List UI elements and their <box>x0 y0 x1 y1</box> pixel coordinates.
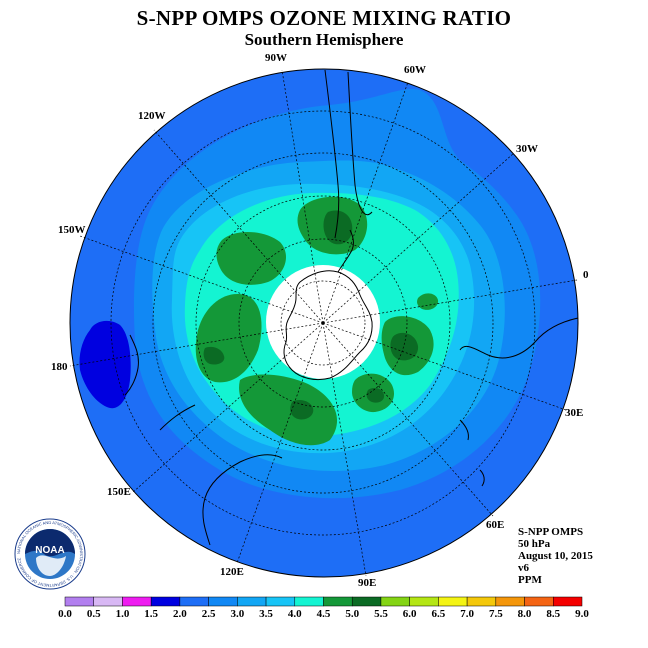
ozone-contour-field <box>70 69 578 577</box>
lon-label-150w: 150W <box>58 224 86 236</box>
coastlines <box>124 69 579 546</box>
meridian-lines <box>69 69 578 577</box>
map-subtitle: Southern Hemisphere <box>244 30 404 49</box>
lon-label-150e: 150E <box>107 486 131 498</box>
australia-coast <box>159 404 283 546</box>
ozone-band-5.0-5.5-core5 <box>203 346 225 365</box>
ozone-band-4.5-5.0-pacific <box>216 231 287 285</box>
info-version: v6 <box>518 562 529 574</box>
lon-label-180: 180 <box>51 361 68 373</box>
info-pressure-level: 50 hPa <box>518 538 551 550</box>
lon-label-30w: 30W <box>516 143 538 155</box>
south-america-coast <box>324 69 373 239</box>
ozone-band-5.0-5.5-core3 <box>290 400 314 420</box>
indian-ocean-islands <box>459 419 485 487</box>
lon-label-30e: 30E <box>565 407 583 419</box>
map-border <box>69 68 579 578</box>
lon-label-120e: 120E <box>220 566 244 578</box>
lon-label-90e: 90E <box>358 577 376 589</box>
latitude-circles <box>110 110 536 536</box>
lon-label-60w: 60W <box>404 64 426 76</box>
antarctica-coast <box>283 270 373 381</box>
noaa-logo-text: NOAA <box>35 545 64 556</box>
lon-label-0: 0 <box>583 269 589 281</box>
info-unit: PPM <box>518 574 542 586</box>
new-zealand-coast <box>124 334 139 396</box>
ozone-band-1.5-2.0-pacific <box>79 320 131 409</box>
info-product: S-NPP OMPS <box>518 526 584 538</box>
africa-coast <box>459 317 579 359</box>
ozone-band-4.5-5.0-indian <box>239 374 338 446</box>
ozone-band-5.0-5.5-core1 <box>323 210 353 245</box>
noaa-logo: NOAA NATIONAL OCEANIC AND ATMOSPHERIC AD… <box>14 518 86 590</box>
map-title: S-NPP OMPS OZONE MIXING RATIO <box>136 6 512 30</box>
south-pole-marker <box>321 321 325 325</box>
ozone-band-5.0-5.5-core2 <box>390 332 419 361</box>
lon-label-90w: 90W <box>265 52 287 64</box>
lon-label-120w: 120W <box>138 110 166 122</box>
antarctic-peninsula <box>337 229 354 273</box>
info-date: August 10, 2015 <box>518 550 593 562</box>
lon-label-60e: 60E <box>486 519 504 531</box>
ozone-band-4.5-5.0-small <box>417 293 439 310</box>
